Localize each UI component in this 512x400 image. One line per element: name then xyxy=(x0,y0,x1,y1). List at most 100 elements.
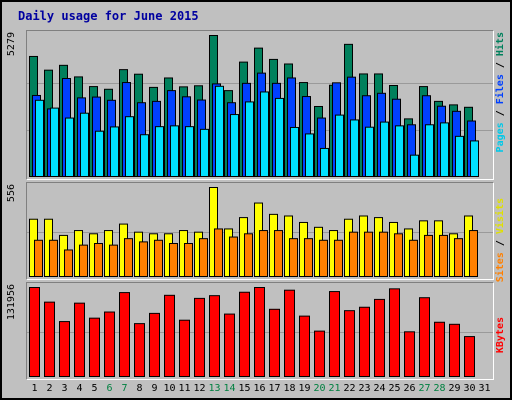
x-axis-day-labels: 1 2 3 4 5 6 7 8 9 10 11 12 13 14 15 16 17 18 19 20 21 22 23 24 2… xyxy=(26,383,492,397)
x-tick-label: 23 xyxy=(358,383,371,394)
sites-bar xyxy=(94,243,103,277)
x-tick-label: 3 xyxy=(61,383,68,394)
x-tick-label: 6 xyxy=(106,383,113,394)
x-tick-label: 12 xyxy=(193,383,206,394)
sites-bar xyxy=(439,234,448,277)
kbytes-bar xyxy=(89,317,100,377)
sites-bar xyxy=(49,239,58,277)
kbytes-bar xyxy=(434,321,445,377)
sites-bar xyxy=(169,243,178,277)
legend-visits: Visits xyxy=(495,198,506,235)
legend-hits: Hits xyxy=(495,32,506,57)
sites-bar xyxy=(454,238,463,277)
sites-bar xyxy=(334,239,343,277)
legend-separator: / xyxy=(495,56,506,75)
x-tick-label: 25 xyxy=(388,383,401,394)
x-tick-label: 18 xyxy=(283,383,296,394)
legend-separator: / xyxy=(495,104,506,123)
x-tick-label: 24 xyxy=(373,383,386,394)
x-tick-label: 29 xyxy=(448,383,461,394)
kbytes-bar xyxy=(134,323,145,377)
kbytes-bar xyxy=(449,323,460,377)
sites-bar xyxy=(154,239,163,277)
x-tick-label: 30 xyxy=(463,383,476,394)
pages-bar xyxy=(185,126,194,177)
kbytes-bar xyxy=(239,291,250,377)
kbytes-bar xyxy=(299,315,310,377)
kbytes-bar xyxy=(194,297,205,377)
kbytes-bar xyxy=(404,331,415,377)
legend-sites: Sites xyxy=(495,252,506,283)
kbytes-bar xyxy=(224,313,235,377)
kbytes-bar xyxy=(344,310,355,377)
kbytes-bar xyxy=(149,312,160,377)
x-tick-label: 31 xyxy=(478,383,491,394)
sites-bar xyxy=(409,239,418,277)
pages-bar xyxy=(95,130,104,177)
pages-bar xyxy=(365,126,374,177)
pages-bar xyxy=(320,147,329,177)
x-tick-label: 28 xyxy=(433,383,446,394)
pages-bar xyxy=(215,85,224,177)
x-tick-label: 7 xyxy=(121,383,128,394)
kbytes-bar xyxy=(374,298,385,378)
kbytes-bar xyxy=(74,302,85,378)
x-tick-label: 10 xyxy=(163,383,176,394)
x-tick-label: 26 xyxy=(403,383,416,394)
pages-bar xyxy=(305,133,314,178)
sites-bar xyxy=(379,231,388,277)
sites-bar xyxy=(394,233,403,277)
sites-bar xyxy=(64,249,73,278)
legend-pages: Pages xyxy=(495,122,506,153)
pages-bar xyxy=(275,97,284,177)
kbytes-plot xyxy=(27,287,493,378)
pages-bar xyxy=(350,119,359,177)
sites-bar xyxy=(424,234,433,277)
sites-bar xyxy=(139,241,148,277)
sites-bar xyxy=(124,238,133,277)
pages-bar xyxy=(395,125,404,177)
visits-sites-panel xyxy=(26,182,494,280)
visits-sites-legend: Sites / Visits xyxy=(495,198,506,282)
pages-bar xyxy=(125,116,134,177)
pages-bar xyxy=(80,112,89,178)
kbytes-bar xyxy=(209,295,220,378)
sites-bar xyxy=(364,231,373,277)
pages-bar xyxy=(425,124,434,177)
pages-bar xyxy=(50,107,59,177)
pages-bar xyxy=(230,114,239,177)
pages-bar xyxy=(470,140,479,177)
kbytes-bar xyxy=(419,297,430,377)
x-tick-label: 4 xyxy=(76,383,83,394)
x-tick-label: 19 xyxy=(298,383,311,394)
x-tick-label: 15 xyxy=(238,383,251,394)
sites-bar xyxy=(229,236,238,277)
pages-bar xyxy=(140,134,149,177)
x-tick-label: 8 xyxy=(136,383,143,394)
pages-bar xyxy=(65,117,74,178)
pages-bar xyxy=(290,126,299,177)
pages-bar xyxy=(455,135,464,177)
sites-bar xyxy=(274,230,283,277)
sites-bar xyxy=(109,244,118,278)
x-tick-label: 1 xyxy=(31,383,38,394)
pages-bar xyxy=(245,101,254,177)
x-tick-label: 5 xyxy=(91,383,98,394)
kbytes-bar xyxy=(254,287,265,377)
pages-bar xyxy=(260,91,269,177)
pages-bar xyxy=(440,122,449,177)
x-tick-label: 13 xyxy=(208,383,221,394)
pages-bar xyxy=(380,121,389,177)
kbytes-bar xyxy=(314,330,325,377)
kbytes-bar xyxy=(104,311,115,377)
sites-bar xyxy=(349,231,358,277)
sites-bar xyxy=(79,244,88,278)
pages-files-hits-legend: Pages / Files / Hits xyxy=(495,32,506,152)
x-tick-label: 9 xyxy=(151,383,158,394)
kbytes-panel-ymax-label: 131956 xyxy=(6,284,17,321)
kbytes-bar xyxy=(284,289,295,377)
sites-bar xyxy=(34,239,43,277)
legend-files: Files xyxy=(495,74,506,105)
sites-bar xyxy=(259,230,268,277)
pages-bar xyxy=(155,126,164,177)
